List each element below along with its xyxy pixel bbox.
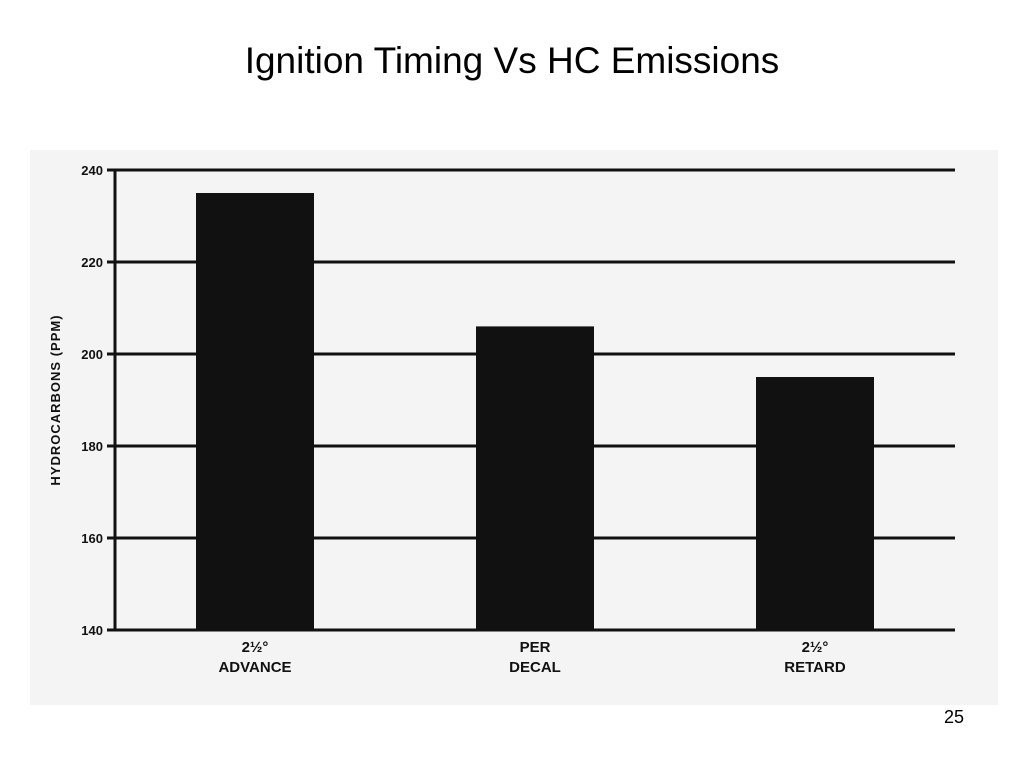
x-category-label-2: 2½° RETARD <box>784 639 846 676</box>
slide-title: Ignition Timing Vs HC Emissions <box>244 40 780 81</box>
y-tick-label-220: 220 <box>81 255 103 270</box>
bar-layer <box>196 193 874 630</box>
page-number: 25 <box>943 707 964 727</box>
y-tick-label-140: 140 <box>81 623 103 638</box>
bar-1 <box>476 326 594 630</box>
label-layer: 140 160 180 200 220 240 HYDROCARBONS (PPM) 2½° A… <box>48 163 846 676</box>
y-tick-label-240: 240 <box>81 163 103 178</box>
hc-emissions-bar-chart: 140 160 180 200 220 240 HYDROCARBONS (PPM) 2½° A… <box>48 163 955 676</box>
bar-0 <box>196 193 314 630</box>
y-tick-label-200: 200 <box>81 347 103 362</box>
bar-2 <box>756 377 874 630</box>
x-category-label-1: PER DECAL <box>509 639 561 676</box>
x-category-label-0: 2½° ADVANCE <box>218 639 291 676</box>
y-tick-label-160: 160 <box>81 531 103 546</box>
y-tick-label-180: 180 <box>81 439 103 454</box>
chart-panel: 140 160 180 200 220 240 HYDROCARBONS (PPM) 2½° A… <box>30 150 998 705</box>
y-axis-title: HYDROCARBONS (PPM) <box>48 314 63 485</box>
